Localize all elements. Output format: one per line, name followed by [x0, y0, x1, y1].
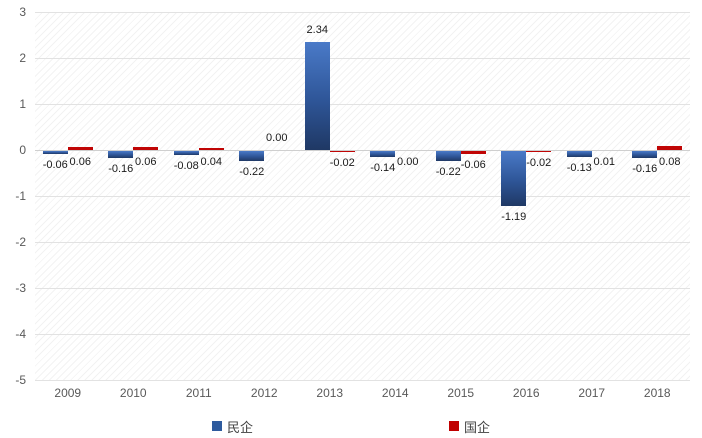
bar-国企-2018[interactable] [657, 146, 683, 151]
bar-国企-2010[interactable] [133, 147, 159, 151]
data-label: 0.08 [659, 156, 681, 168]
data-label: 0.00 [397, 156, 419, 168]
legend-label: 民企 [226, 419, 253, 435]
x-axis-tick-label: 2014 [381, 386, 409, 400]
x-axis-tick-label: 2010 [119, 386, 147, 400]
legend-item-国企[interactable]: 国企 [449, 417, 490, 436]
data-label: -0.02 [526, 156, 552, 169]
bar-民企-2017[interactable] [566, 151, 592, 157]
y-axis-tick-label: 1 [19, 97, 26, 111]
x-axis-tick-label: 2009 [54, 386, 82, 400]
data-label: 0.00 [266, 132, 288, 144]
data-label: -0.06 [42, 158, 68, 171]
bar-国企-2015[interactable] [460, 151, 486, 154]
gridline [35, 58, 690, 59]
bar-国企-2011[interactable] [198, 148, 224, 151]
y-axis-tick-label: -2 [15, 235, 26, 249]
gridline [35, 104, 690, 105]
x-axis-tick-label: 2018 [643, 386, 671, 400]
y-axis-tick-label: 0 [19, 143, 26, 157]
chart-legend: 民企 国企 [0, 414, 702, 438]
data-label: -0.06 [460, 158, 486, 171]
y-axis-tick-label: 2 [19, 51, 26, 65]
gridline [35, 288, 690, 289]
data-label: 0.04 [200, 156, 222, 168]
y-axis-tick-label: -5 [15, 373, 26, 387]
gridline [35, 196, 690, 197]
x-axis-tick-label: 2012 [250, 386, 278, 400]
legend-item-民企[interactable]: 民企 [211, 417, 253, 436]
data-label: 0.01 [593, 156, 615, 168]
bar-民企-2009[interactable] [42, 151, 68, 154]
data-label: -0.08 [173, 159, 199, 172]
data-label: -1.19 [501, 210, 527, 223]
bar-国企-2016[interactable] [526, 151, 552, 152]
x-axis-tick-label: 2011 [185, 386, 212, 400]
data-label: 0.06 [135, 156, 157, 168]
legend-swatch-icon [211, 421, 222, 431]
data-label: -0.13 [566, 161, 592, 174]
gridline [35, 12, 690, 13]
bar-民企-2018[interactable] [632, 151, 658, 158]
legend-label: 国企 [464, 419, 491, 435]
gridline [35, 334, 690, 335]
data-label: 0.06 [69, 156, 91, 168]
data-label: 2.34 [306, 24, 328, 37]
bar-民企-2015[interactable] [435, 151, 461, 161]
data-label: -0.02 [329, 156, 355, 169]
x-axis-tick-label: 2013 [316, 386, 344, 400]
bar-民企-2012[interactable] [239, 151, 265, 161]
data-label: -0.22 [239, 166, 265, 179]
x-axis-tick-label: 2015 [447, 386, 475, 400]
data-label: -0.16 [108, 163, 134, 176]
bar-国企-2013[interactable] [329, 151, 355, 152]
y-axis-tick-label: -3 [15, 281, 26, 295]
gridline [35, 242, 690, 243]
bar-民企-2014[interactable] [370, 151, 396, 157]
y-axis-tick-label: -4 [15, 327, 26, 341]
data-label: -0.14 [370, 162, 396, 175]
y-axis-tick-label: -1 [15, 189, 26, 203]
data-label: -0.16 [632, 163, 658, 176]
bar-民企-2013[interactable] [304, 42, 330, 151]
data-label: -0.22 [435, 166, 461, 179]
bar-国企-2009[interactable] [67, 147, 93, 151]
x-axis-tick-label: 2016 [512, 386, 540, 400]
y-axis-tick-label: 3 [19, 5, 26, 19]
bar-民企-2010[interactable] [108, 151, 134, 158]
gridline [35, 380, 690, 381]
x-axis-tick-label: 2017 [578, 386, 606, 400]
bar-民企-2016[interactable] [501, 151, 527, 206]
zero-gridline [35, 150, 690, 151]
legend-swatch-icon [449, 421, 459, 431]
bar-民企-2011[interactable] [173, 151, 199, 155]
